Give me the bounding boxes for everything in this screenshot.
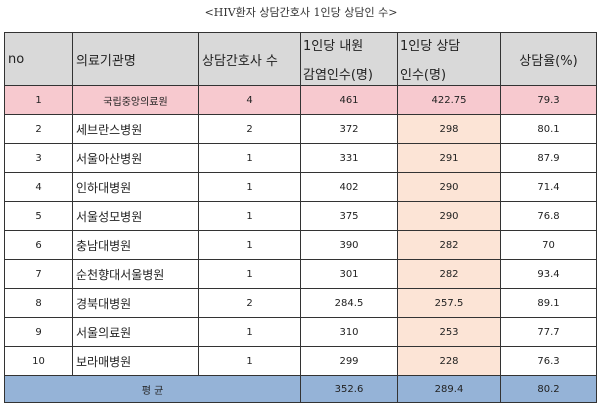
row-hospital: 순천향대서울병원: [72, 259, 199, 289]
row-nurses: 2: [198, 288, 301, 318]
row-hospital: 경북대병원: [72, 288, 199, 318]
row-nurses: 1: [198, 172, 301, 202]
row-nurses: 1: [198, 317, 301, 347]
row-patients: 375: [300, 201, 398, 231]
row-rate: 76.3: [500, 346, 597, 376]
table-row: 3 서울아산병원 1 331 291 87.9: [4, 143, 597, 173]
header-patients-line2: 감염인수(명): [303, 68, 373, 83]
row-patients: 372: [300, 114, 398, 144]
row-no: 4: [4, 172, 73, 202]
row-patients: 461: [300, 85, 398, 115]
average-patients: 352.6: [300, 375, 398, 403]
row-hospital: 인하대병원: [72, 172, 199, 202]
row-hospital: 충남대병원: [72, 230, 199, 260]
row-nurses: 1: [198, 230, 301, 260]
table-row: 10 보라매병원 1 299 228 76.3: [4, 346, 597, 376]
row-patients: 310: [300, 317, 398, 347]
row-patients: 284.5: [300, 288, 398, 318]
row-rate: 80.1: [500, 114, 597, 144]
header-no: no: [4, 32, 73, 86]
row-hospital: 서울의료원: [72, 317, 199, 347]
row-hospital: 국립중앙의료원: [72, 85, 199, 115]
row-counseled: 282: [397, 259, 501, 289]
row-nurses: 1: [198, 259, 301, 289]
average-row: 평 균 352.6 289.4 80.2: [4, 375, 597, 403]
row-hospital: 세브란스병원: [72, 114, 199, 144]
row-counseled: 282: [397, 230, 501, 260]
row-hospital: 보라매병원: [72, 346, 199, 376]
header-counseled-per-nurse: 1인당 상담 인수(명): [397, 32, 501, 86]
row-rate: 89.1: [500, 288, 597, 318]
row-counseled: 298: [397, 114, 501, 144]
row-no: 1: [4, 85, 73, 115]
header-row: no 의료기관명 상담간호사 수 1인당 내원 감염인수(명) 1인당 상담 인…: [4, 32, 597, 86]
row-patients: 402: [300, 172, 398, 202]
table-row: 4 인하대병원 1 402 290 71.4: [4, 172, 597, 202]
row-counseled: 290: [397, 201, 501, 231]
header-hospital: 의료기관명: [72, 32, 199, 86]
row-rate: 76.8: [500, 201, 597, 231]
row-no: 8: [4, 288, 73, 318]
row-counseled: 257.5: [397, 288, 501, 318]
header-nurses: 상담간호사 수: [198, 32, 301, 86]
row-counseled: 228: [397, 346, 501, 376]
row-hospital: 서울아산병원: [72, 143, 199, 173]
counseling-table: no 의료기관명 상담간호사 수 1인당 내원 감염인수(명) 1인당 상담 인…: [4, 32, 597, 403]
row-counseled: 422.75: [397, 85, 501, 115]
table-row: 6 충남대병원 1 390 282 70: [4, 230, 597, 260]
header-patients-per-nurse: 1인당 내원 감염인수(명): [300, 32, 398, 86]
table-row: 8 경북대병원 2 284.5 257.5 89.1: [4, 288, 597, 318]
row-rate: 87.9: [500, 143, 597, 173]
row-counseled: 290: [397, 172, 501, 202]
table-row: 2 세브란스병원 2 372 298 80.1: [4, 114, 597, 144]
table-row: 7 순천향대서울병원 1 301 282 93.4: [4, 259, 597, 289]
row-rate: 71.4: [500, 172, 597, 202]
row-no: 5: [4, 201, 73, 231]
average-counseled: 289.4: [397, 375, 501, 403]
row-no: 7: [4, 259, 73, 289]
table-row: 5 서울성모병원 1 375 290 76.8: [4, 201, 597, 231]
average-rate: 80.2: [500, 375, 597, 403]
row-nurses: 4: [198, 85, 301, 115]
header-rate: 상담율(%): [500, 32, 597, 86]
header-counseled-line1: 1인당 상담: [400, 39, 461, 54]
row-counseled: 253: [397, 317, 501, 347]
table-row: 1 국립중앙의료원 4 461 422.75 79.3: [4, 85, 597, 115]
header-patients-line1: 1인당 내원: [303, 39, 364, 54]
row-rate: 79.3: [500, 85, 597, 115]
row-nurses: 2: [198, 114, 301, 144]
row-no: 2: [4, 114, 73, 144]
table-row: 9 서울의료원 1 310 253 77.7: [4, 317, 597, 347]
row-hospital: 서울성모병원: [72, 201, 199, 231]
row-no: 3: [4, 143, 73, 173]
row-patients: 390: [300, 230, 398, 260]
header-counseled-line2: 인수(명): [400, 68, 447, 83]
row-nurses: 1: [198, 346, 301, 376]
row-no: 9: [4, 317, 73, 347]
row-rate: 77.7: [500, 317, 597, 347]
average-label: 평 균: [4, 375, 301, 403]
row-patients: 301: [300, 259, 398, 289]
row-patients: 331: [300, 143, 398, 173]
row-rate: 70: [500, 230, 597, 260]
row-nurses: 1: [198, 201, 301, 231]
row-counseled: 291: [397, 143, 501, 173]
row-no: 10: [4, 346, 73, 376]
row-no: 6: [4, 230, 73, 260]
row-nurses: 1: [198, 143, 301, 173]
table-caption: <HIV환자 상담간호사 1인당 상담인 수>: [204, 6, 398, 19]
row-patients: 299: [300, 346, 398, 376]
row-rate: 93.4: [500, 259, 597, 289]
